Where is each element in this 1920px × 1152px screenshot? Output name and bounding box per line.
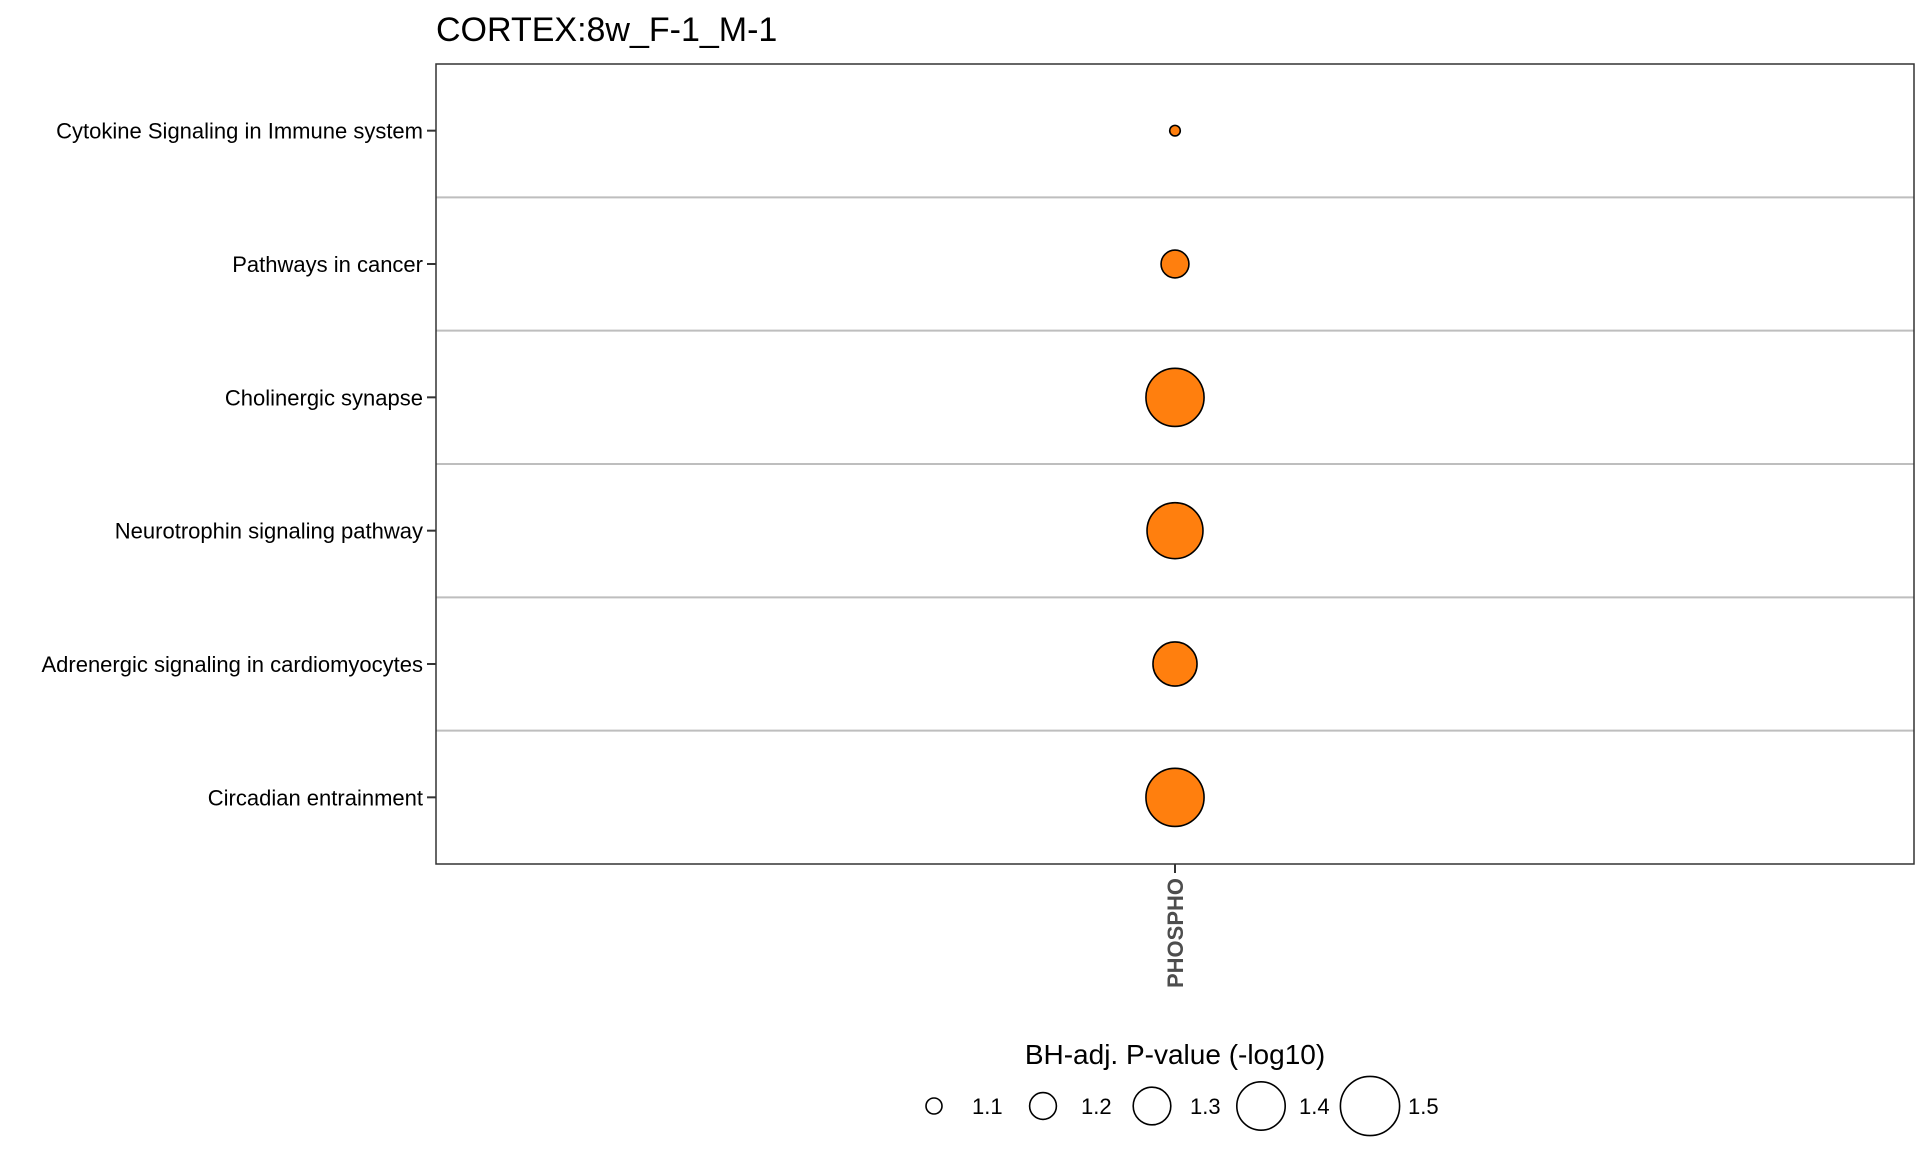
- y-tick-label: Cholinergic synapse: [225, 385, 423, 410]
- legend-label: 1.1: [972, 1094, 1003, 1119]
- y-tick-label: Cytokine Signaling in Immune system: [56, 119, 423, 144]
- data-point: [1168, 124, 1182, 137]
- gridlines: [436, 196, 1914, 732]
- y-tick-label: Neurotrophin signaling pathway: [115, 519, 423, 544]
- x-tick-label: PHOSPHO: [1163, 878, 1188, 988]
- data-point: [1145, 367, 1205, 428]
- legend-key: [1339, 1075, 1401, 1137]
- data-points: [1145, 124, 1205, 828]
- data-point: [1145, 767, 1205, 828]
- legend-title: BH-adj. P-value (-log10): [1025, 1039, 1325, 1070]
- legend-key: [1132, 1086, 1172, 1126]
- y-tick-label: Adrenergic signaling in cardiomyocytes: [41, 652, 423, 677]
- data-point: [1146, 501, 1204, 560]
- legend-label: 1.5: [1408, 1094, 1439, 1119]
- legend-key: [925, 1097, 943, 1115]
- chart-title: CORTEX:8w_F-1_M-1: [436, 11, 777, 49]
- y-tick-label: Circadian entrainment: [208, 785, 423, 810]
- y-tick-label: Pathways in cancer: [232, 252, 423, 277]
- data-point: [1160, 249, 1190, 279]
- y-axis: Cytokine Signaling in Immune system Pathw…: [41, 119, 436, 810]
- legend-label: 1.2: [1081, 1094, 1112, 1119]
- x-axis: PHOSPHO: [1163, 864, 1188, 988]
- legend-items: 1.1 1.2 1.3 1.4 1.5: [925, 1075, 1439, 1137]
- data-point: [1152, 641, 1198, 687]
- legend-label: 1.3: [1190, 1094, 1221, 1119]
- legend-label: 1.4: [1299, 1094, 1330, 1119]
- legend-key: [1236, 1081, 1287, 1132]
- size-legend: BH-adj. P-value (-log10) 1.1 1.2 1.3 1.4 1.5: [925, 1039, 1439, 1137]
- legend-key: [1028, 1091, 1058, 1121]
